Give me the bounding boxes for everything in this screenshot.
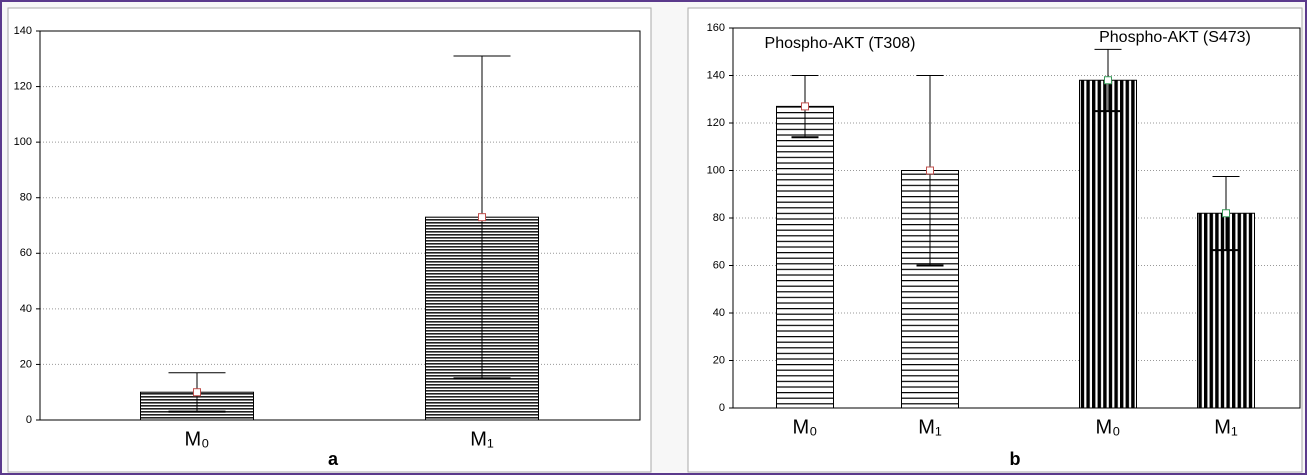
mean-marker [801,102,809,111]
mean-marker [926,166,934,175]
y-tick-label: 20 [713,354,725,366]
x-tick-label: M₁ [1214,416,1238,438]
x-tick-label: M₁ [470,428,494,450]
x-tick-label: M₀ [1096,416,1121,438]
series-label: Phospho-AKT (S473) [1099,29,1251,46]
y-tick-label: 160 [707,22,725,34]
mean-marker [1222,209,1230,218]
plot-frame [39,30,641,421]
plot-frame [732,27,1301,409]
x-tick-label: M₀ [793,416,818,438]
x-tick-label: M₀ [185,428,210,450]
y-tick-label: 20 [20,358,32,370]
y-tick-label: 120 [14,80,32,92]
y-tick-label: 40 [20,303,32,315]
mean-marker [193,388,201,397]
y-tick-label: 100 [707,164,725,176]
series-label: Phospho-AKT (T308) [765,35,916,52]
y-tick-label: 120 [707,117,725,129]
mean-marker [478,213,486,222]
x-tick-label: M₁ [918,416,942,438]
y-tick-label: 60 [20,247,32,259]
bar [1079,79,1137,409]
y-tick-label: 0 [719,402,725,414]
y-tick-label: 100 [14,136,32,148]
y-tick-label: 140 [707,69,725,81]
y-tick-label: 60 [713,259,725,271]
mean-marker [1104,76,1112,85]
y-tick-label: 80 [713,212,725,224]
y-tick-label: 80 [20,192,32,204]
panel-a [7,7,652,473]
y-tick-label: 0 [26,414,32,426]
panel-label: a [328,449,339,469]
panel-label: b [1010,449,1021,469]
y-tick-label: 40 [713,307,725,319]
y-tick-label: 140 [14,25,32,37]
bar [776,105,834,409]
